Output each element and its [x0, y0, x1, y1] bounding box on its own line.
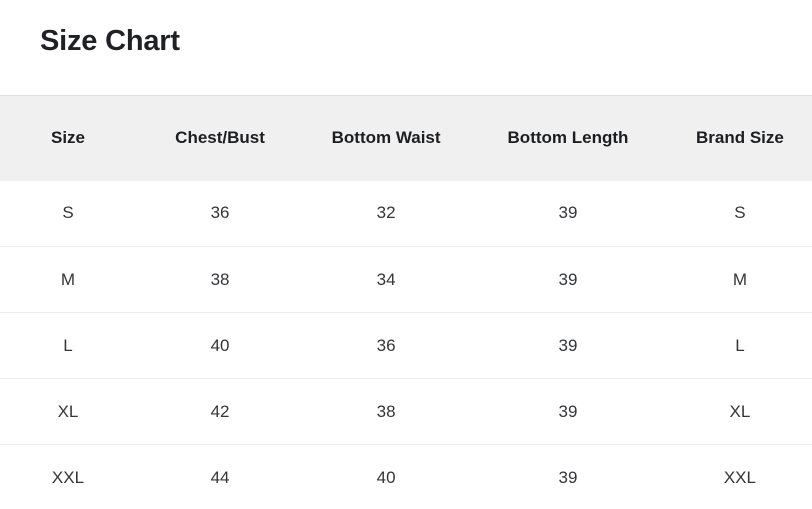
cell-size: M — [0, 246, 136, 313]
cell-brand-size: XXL — [667, 444, 812, 509]
table-body: S 36 32 39 S M 38 34 39 M L 40 36 39 L — [0, 180, 812, 509]
cell-chest-bust: 38 — [136, 246, 305, 313]
table-row: XXL 44 40 39 XXL — [0, 444, 812, 509]
cell-chest-bust: 36 — [136, 180, 305, 247]
cell-bottom-length: 39 — [468, 180, 668, 247]
table-row: XL 42 38 39 XL — [0, 378, 812, 445]
size-chart-table: Size Chest/Bust Bottom Waist Bottom Leng… — [0, 95, 812, 509]
cell-brand-size: M — [667, 246, 812, 313]
column-header-bottom-length: Bottom Length — [468, 95, 668, 181]
cell-size: L — [0, 312, 136, 379]
page-title: Size Chart — [40, 25, 180, 57]
cell-chest-bust: 42 — [136, 378, 305, 445]
cell-bottom-waist: 32 — [304, 180, 469, 247]
table-row: M 38 34 39 M — [0, 246, 812, 313]
table-row: L 40 36 39 L — [0, 312, 812, 379]
title-bar: Size Chart — [0, 0, 812, 95]
cell-bottom-waist: 40 — [304, 444, 469, 509]
cell-chest-bust: 40 — [136, 312, 305, 379]
cell-brand-size: L — [667, 312, 812, 379]
cell-bottom-length: 39 — [468, 312, 668, 379]
cell-bottom-waist: 34 — [304, 246, 469, 313]
table-header: Size Chest/Bust Bottom Waist Bottom Leng… — [0, 95, 812, 181]
cell-brand-size: XL — [667, 378, 812, 445]
table-row: S 36 32 39 S — [0, 180, 812, 247]
cell-bottom-length: 39 — [468, 444, 668, 509]
cell-chest-bust: 44 — [136, 444, 305, 509]
header-row: Size Chest/Bust Bottom Waist Bottom Leng… — [0, 95, 812, 181]
cell-brand-size: S — [667, 180, 812, 247]
cell-size: S — [0, 180, 136, 247]
column-header-chest-bust: Chest/Bust — [136, 95, 305, 181]
cell-size: XL — [0, 378, 136, 445]
cell-bottom-waist: 36 — [304, 312, 469, 379]
column-header-bottom-waist: Bottom Waist — [304, 95, 469, 181]
column-header-brand-size: Brand Size — [667, 95, 812, 181]
cell-bottom-waist: 38 — [304, 378, 469, 445]
cell-size: XXL — [0, 444, 136, 509]
column-header-size: Size — [0, 95, 136, 181]
cell-bottom-length: 39 — [468, 246, 668, 313]
cell-bottom-length: 39 — [468, 378, 668, 445]
